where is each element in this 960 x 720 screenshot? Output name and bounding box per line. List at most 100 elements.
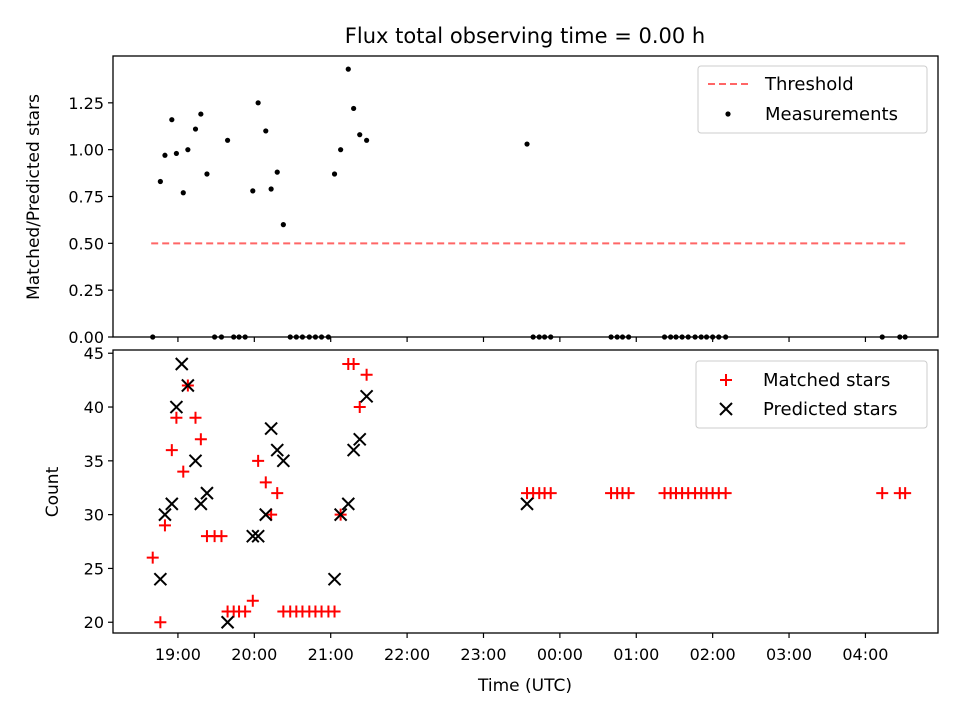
top-panel: 0.00 0.25 0.50 0.75 1.00 1.25 Matched/Predict… [24,55,939,347]
measurement-point [268,186,274,192]
measurement-point [280,222,286,228]
predicted-star-point [327,572,342,586]
predicted-star-point [333,507,348,522]
measurement-point [192,126,199,132]
predicted-star-point [194,497,208,511]
matched-star-point [719,487,732,500]
measurement-point [357,132,363,138]
measurement-point [255,100,261,106]
bottom-x-tick-label: 23:00 [460,645,506,664]
chart-title: Flux total observing time = 0.00 h [345,24,705,48]
measurement-point [274,169,280,175]
measurement-point [331,171,338,177]
bottom-x-tick-label: 20:00 [231,645,277,664]
matched-star-point [158,519,171,532]
measurement-point [345,66,351,72]
bottom-y-tick-label: 35 [84,452,104,471]
matched-star-point [177,465,190,478]
predicted-star-point [520,497,534,511]
x-axis-label: Time (UTC) [477,676,572,696]
measurement-point [173,150,180,157]
bottom-y-axis-label: Count [43,466,63,517]
predicted-star-point [169,400,184,414]
matched-star-point [252,454,265,467]
bottom-plot-area [146,357,912,629]
top-x-ticks [177,337,867,342]
predicted-star-point [153,572,168,586]
bottom-x-tick-label: 03:00 [766,645,812,664]
matched-star-point [194,433,207,446]
legend-predicted-swatch [719,402,733,416]
predicted-star-point [276,454,291,468]
matched-star-point [347,357,360,370]
measurement-point [263,128,269,134]
predicted-star-point [165,497,179,511]
bottom-x-tick-label: 02:00 [690,645,736,664]
top-y-axis-label: Matched/Predicted stars [24,94,44,300]
predicted-star-point [200,486,214,500]
bottom-x-tick-label: 00:00 [537,645,583,664]
matched-star-point [328,605,341,618]
top-y-tick-label: 0.00 [68,328,104,347]
legend-threshold-label: Threshold [764,74,854,95]
bottom-y-tick-label: 40 [84,398,104,417]
bottom-y-tick-label: 25 [84,559,104,578]
predicted-star-point [181,378,195,393]
bottom-y-tick-label: 30 [84,506,104,525]
predicted-star-point [353,432,367,447]
matched-star-point [544,487,557,500]
measurement-point [364,137,370,143]
predicted-star-point [220,615,235,629]
matched-star-point [360,368,373,381]
legend-matched-swatch [720,374,732,386]
bottom-x-tick-label: 01:00 [613,645,659,664]
bottom-panel: 20 25 30 35 40 45 19:00 20:00 21:00 22:00 23:00 00… [43,344,939,696]
legend-matched-label: Matched stars [763,370,890,391]
measurement-point [250,188,256,194]
bottom-y-tick-label: 45 [84,344,104,363]
legend-measurements-swatch [725,111,731,117]
matched-star-point [189,411,202,424]
matched-star-point [170,411,183,424]
matched-star-point [154,616,167,629]
bottom-y-tick-label: 20 [84,613,104,632]
top-y-tick-label: 0.50 [68,234,104,253]
measurement-point [338,147,344,153]
measurement-point [162,152,168,158]
measurement-point [157,178,163,185]
matched-star-point [146,551,159,564]
predicted-star-point [264,421,278,436]
top-y-tick-label: 0.25 [68,281,104,300]
matched-star-point [239,605,252,618]
bottom-legend-frame [695,360,928,429]
bottom-axes-frame [112,349,939,634]
measurement-point [224,137,231,143]
measurement-point [351,105,357,112]
matched-star-point [259,476,272,489]
top-y-axis: 0.00 0.25 0.50 0.75 1.00 1.25 [68,94,113,347]
matched-star-point [876,487,889,500]
matched-star-point [215,530,228,543]
matched-star-point [622,487,635,500]
measurement-point [198,111,204,117]
top-legend-frame [697,65,928,134]
bottom-x-tick-label: 04:00 [842,645,888,664]
predicted-star-point [188,454,203,468]
legend-predicted-label: Predicted stars [763,399,897,420]
predicted-star-point [270,443,284,457]
measurement-point [169,117,175,123]
bottom-y-axis: 20 25 30 35 40 45 [84,344,113,632]
bottom-x-tick-label: 21:00 [308,645,354,664]
predicted-star-point [246,529,260,543]
bottom-x-axis: 19:00 20:00 21:00 22:00 23:00 00:00 01:00 02:00… [155,633,888,664]
measurement-point [204,171,210,177]
measurement-point [185,147,191,153]
matched-star-point [246,594,259,607]
predicted-star-point [251,529,265,543]
predicted-star-point [259,507,273,522]
predicted-star-point [341,497,355,511]
matched-star-point [165,444,178,457]
predicted-star-point [346,443,361,457]
matched-star-point [353,401,366,414]
